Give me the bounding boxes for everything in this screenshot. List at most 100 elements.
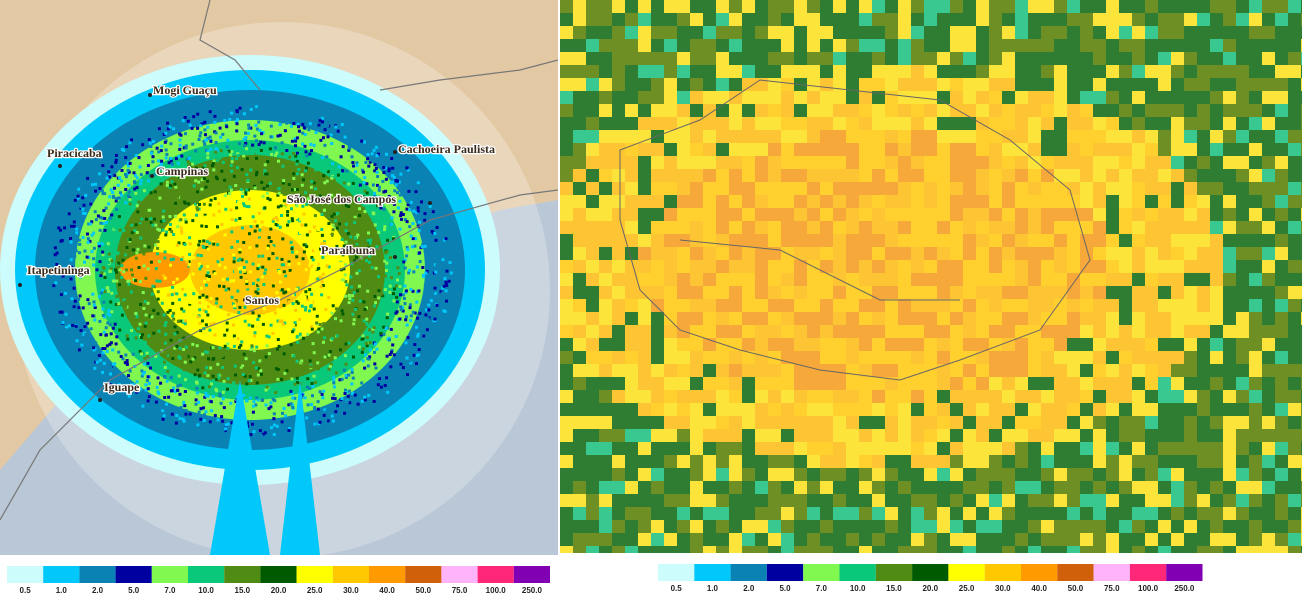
grid-cell (1002, 455, 1015, 468)
radar-pixel (248, 396, 252, 400)
grid-cell (1210, 156, 1223, 169)
grid-cell (729, 390, 742, 403)
radar-pixel (243, 291, 247, 295)
grid-cell (716, 377, 729, 390)
grid-cell (885, 13, 898, 26)
grid-cell (1067, 325, 1080, 338)
grid-cell (716, 364, 729, 377)
radar-pixel (368, 341, 372, 345)
radar-pixel (179, 406, 183, 410)
radar-pixel (427, 308, 431, 312)
grid-cell (898, 195, 911, 208)
radar-pixel (224, 423, 228, 427)
grid-cell (1171, 39, 1184, 52)
radar-pixel (109, 365, 113, 369)
grid-cell (1210, 338, 1223, 351)
grid-cell (976, 468, 989, 481)
grid-cell (677, 13, 690, 26)
grid-cell (1197, 364, 1210, 377)
grid-cell (807, 143, 820, 156)
grid-cell (755, 0, 768, 13)
grid-cell (1106, 247, 1119, 260)
radar-pixel (281, 164, 285, 168)
radar-pixel (407, 271, 411, 275)
grid-cell (937, 208, 950, 221)
grid-cell (989, 143, 1002, 156)
radar-pixel (181, 121, 185, 125)
radar-pixel (175, 331, 179, 334)
radar-pixel (77, 306, 81, 310)
grid-cell (599, 546, 612, 553)
grid-cell (1301, 0, 1302, 13)
grid-cell (911, 442, 924, 455)
grid-cell (885, 299, 898, 312)
grid-cell (781, 520, 794, 533)
grid-cell (690, 104, 703, 117)
radar-pixel (161, 228, 165, 232)
grid-cell (1197, 156, 1210, 169)
radar-pixel (120, 264, 124, 268)
radar-pixel (247, 390, 251, 394)
grid-cell (1236, 377, 1249, 390)
radar-pixel (385, 257, 389, 261)
radar-pixel (284, 327, 288, 330)
grid-cell (690, 390, 703, 403)
radar-pixel (163, 366, 167, 369)
radar-pixel (385, 316, 389, 320)
grid-cell (651, 39, 664, 52)
radar-pixel (180, 174, 184, 178)
radar-pixel (448, 282, 452, 285)
radar-pixel (271, 284, 275, 288)
grid-cell (794, 312, 807, 325)
radar-pixel (146, 387, 150, 391)
radar-pixel (221, 390, 225, 394)
radar-pixel (135, 204, 139, 208)
grid-cell (898, 507, 911, 520)
radar-pixel (295, 376, 299, 380)
radar-pixel (226, 353, 230, 357)
radar-pixel (300, 173, 304, 177)
grid-cell (1002, 169, 1015, 182)
grid-cell (859, 455, 872, 468)
radar-pixel (313, 422, 317, 426)
radar-pixel (387, 195, 391, 198)
radar-pixel (178, 416, 182, 420)
radar-pixel (105, 238, 109, 242)
grid-cell (1041, 78, 1054, 91)
grid-cell (651, 481, 664, 494)
grid-cell (1054, 52, 1067, 65)
radar-pixel (356, 289, 360, 293)
grid-cell (1106, 13, 1119, 26)
grid-cell (1145, 52, 1158, 65)
grid-cell (898, 143, 911, 156)
grid-cell (950, 260, 963, 273)
grid-cell (885, 533, 898, 546)
grid-cell (989, 65, 1002, 78)
grid-cell (1171, 195, 1184, 208)
grid-cell (1080, 195, 1093, 208)
radar-pixel (222, 285, 226, 289)
grid-cell (716, 533, 729, 546)
radar-pixel (237, 200, 241, 204)
radar-pixel (362, 305, 366, 309)
radar-pixel (333, 225, 337, 229)
radar-pixel (179, 226, 183, 229)
radar-pixel (226, 377, 230, 381)
grid-cell (937, 234, 950, 247)
radar-pixel (183, 404, 187, 408)
grid-cell (1119, 117, 1132, 130)
grid-cell (1236, 507, 1249, 520)
grid-cell (820, 26, 833, 39)
radar-pixel (100, 242, 104, 246)
grid-cell (1210, 481, 1223, 494)
radar-pixel (263, 169, 267, 172)
radar-pixel (77, 238, 81, 242)
radar-pixel (290, 377, 294, 381)
radar-pixel (258, 225, 262, 228)
radar-pixel (285, 369, 289, 373)
radar-pixel (114, 153, 118, 157)
grid-cell (560, 286, 573, 299)
grid-cell (703, 208, 716, 221)
grid-cell (1301, 377, 1302, 390)
radar-pixel (228, 329, 232, 333)
